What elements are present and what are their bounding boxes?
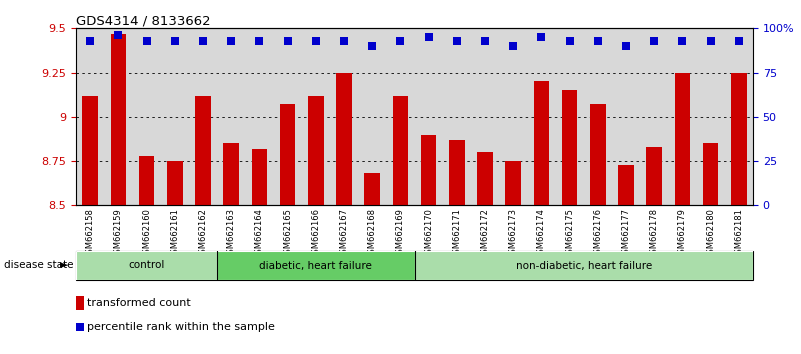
Point xyxy=(732,38,745,44)
Bar xyxy=(505,161,521,205)
Text: percentile rank within the sample: percentile rank within the sample xyxy=(87,322,275,332)
Bar xyxy=(139,156,155,205)
Bar xyxy=(217,251,415,280)
Point xyxy=(366,43,379,49)
Point xyxy=(196,38,209,44)
Bar xyxy=(533,81,549,205)
Point xyxy=(648,38,661,44)
Bar xyxy=(731,73,747,205)
Bar xyxy=(223,143,239,205)
Point xyxy=(394,38,407,44)
Bar xyxy=(449,140,465,205)
Bar xyxy=(674,73,690,205)
Bar xyxy=(590,104,606,205)
Bar xyxy=(415,251,753,280)
Text: control: control xyxy=(128,261,165,270)
Bar xyxy=(167,161,183,205)
Bar xyxy=(308,96,324,205)
Bar xyxy=(336,73,352,205)
Text: GDS4314 / 8133662: GDS4314 / 8133662 xyxy=(76,14,211,27)
Bar xyxy=(252,149,268,205)
Bar xyxy=(392,96,409,205)
Text: transformed count: transformed count xyxy=(87,298,191,308)
Point xyxy=(225,38,238,44)
Bar xyxy=(364,173,380,205)
Point xyxy=(253,38,266,44)
Point xyxy=(507,43,520,49)
Bar xyxy=(195,96,211,205)
Text: ►: ► xyxy=(60,261,69,270)
Bar xyxy=(646,147,662,205)
Point xyxy=(591,38,604,44)
Point xyxy=(84,38,97,44)
Bar xyxy=(111,34,126,205)
Point xyxy=(676,38,689,44)
Point xyxy=(337,38,350,44)
Point xyxy=(309,38,322,44)
Bar xyxy=(76,296,83,310)
Point xyxy=(140,38,153,44)
Point xyxy=(450,38,463,44)
Point xyxy=(112,33,125,38)
Bar xyxy=(618,165,634,205)
Point xyxy=(704,38,717,44)
Text: diabetic, heart failure: diabetic, heart failure xyxy=(260,261,372,270)
Bar xyxy=(280,104,296,205)
Point xyxy=(168,38,181,44)
Point xyxy=(479,38,492,44)
Text: disease state: disease state xyxy=(4,261,74,270)
Bar xyxy=(76,251,217,280)
Point xyxy=(535,34,548,40)
Bar xyxy=(703,143,718,205)
Bar xyxy=(477,152,493,205)
Point xyxy=(272,195,286,201)
Point xyxy=(620,43,633,49)
Text: non-diabetic, heart failure: non-diabetic, heart failure xyxy=(516,261,652,270)
Point xyxy=(422,34,435,40)
Bar xyxy=(83,96,98,205)
Point xyxy=(281,38,294,44)
Bar xyxy=(562,90,578,205)
Bar xyxy=(421,135,437,205)
Point xyxy=(563,38,576,44)
